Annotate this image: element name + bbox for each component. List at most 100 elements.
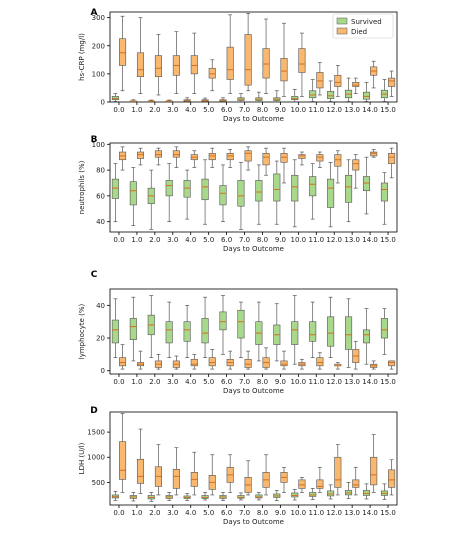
box-iqr (165, 321, 173, 344)
box-died (154, 354, 162, 370)
x-tick-label: 9.0 (275, 378, 286, 386)
plot-frame (109, 411, 398, 506)
box-iqr (136, 458, 145, 484)
x-tick-label: 4.0 (185, 106, 196, 114)
box-survived (201, 296, 209, 359)
box-iqr (237, 495, 245, 499)
box-survived (219, 492, 227, 501)
x-tick-label: 13.0 (344, 509, 360, 517)
panel-letter: D (90, 406, 97, 416)
x-tick-label: 10.0 (291, 236, 307, 244)
box-died (172, 355, 180, 370)
box-iqr (154, 150, 162, 158)
x-tick-label: 8.0 (257, 509, 268, 517)
x-tick-label: 3.0 (167, 378, 178, 386)
box-survived (237, 301, 245, 359)
box-died (119, 146, 127, 171)
box-survived (362, 81, 371, 102)
box-iqr (309, 90, 317, 99)
box-iqr (327, 490, 335, 497)
y-tick-label: 40 (96, 218, 105, 226)
box-survived (327, 296, 335, 359)
box-iqr (172, 150, 180, 158)
box-iqr (226, 153, 234, 161)
box-died (316, 151, 324, 168)
x-tick-label: 1.0 (131, 509, 142, 517)
legend-swatch-died (336, 27, 348, 35)
box-survived (111, 298, 119, 359)
x-tick-label: 10.0 (291, 509, 307, 517)
box-iqr (201, 495, 209, 499)
box-died (190, 32, 198, 94)
box-survived (273, 160, 281, 225)
box-died (190, 150, 198, 168)
panel-letter: C (91, 270, 98, 280)
box-died (388, 147, 396, 179)
box-iqr (362, 490, 371, 496)
y-axis-label: lymphocyte (%) (78, 304, 86, 360)
plot-frame (109, 11, 398, 103)
y-tick-label: 100 (92, 70, 105, 78)
box-survived (327, 161, 335, 228)
x-tick-label: 0.0 (113, 236, 124, 244)
box-iqr (244, 34, 252, 86)
box-survived (237, 492, 245, 501)
box-died (280, 147, 288, 184)
box-survived (147, 492, 155, 502)
box-died (154, 444, 162, 496)
box-died (280, 466, 288, 493)
box-died (262, 347, 270, 370)
box-died (334, 362, 342, 370)
x-tick-label: 5.0 (203, 378, 214, 386)
box-died (352, 340, 360, 370)
box-iqr (388, 153, 396, 164)
box-died (388, 360, 396, 370)
x-tick-label: 4.0 (185, 378, 196, 386)
box-iqr (316, 154, 324, 162)
x-tick-label: 5.0 (203, 106, 214, 114)
legend-swatch-survived (336, 17, 348, 25)
box-survived (309, 301, 317, 359)
box-died (280, 22, 288, 97)
box-iqr (380, 182, 388, 202)
box-survived (380, 79, 388, 102)
box-iqr (190, 55, 198, 75)
box-died (334, 444, 342, 496)
box-iqr (219, 311, 227, 331)
box-died (172, 447, 180, 496)
x-tick-label: 4.0 (185, 509, 196, 517)
legend: Survived Died (332, 13, 394, 39)
x-tick-label: 6.0 (221, 106, 232, 114)
y-tick-label: 0 (101, 99, 105, 107)
x-tick-label: 9.0 (275, 236, 286, 244)
legend-label-died: Died (351, 28, 367, 36)
x-tick-label: 7.0 (239, 509, 250, 517)
y-tick-label: 100 (92, 141, 105, 149)
x-tick-label: 0.0 (113, 106, 124, 114)
box-died (208, 349, 216, 370)
box-iqr (136, 151, 145, 159)
box-died (262, 18, 270, 94)
box-iqr (345, 174, 353, 203)
box-iqr (129, 181, 137, 206)
box-iqr (298, 154, 306, 159)
box-died (136, 147, 145, 166)
x-tick-label: 13.0 (344, 378, 360, 386)
box-iqr (255, 180, 263, 202)
box-iqr (280, 360, 288, 367)
box-survived (255, 301, 263, 362)
box-iqr (298, 479, 306, 489)
box-died (244, 460, 252, 496)
box-survived (201, 97, 209, 103)
box-died (316, 466, 324, 493)
box-survived (129, 99, 137, 103)
box-iqr (208, 67, 216, 79)
box-iqr (262, 48, 270, 79)
x-tick-label: 11.0 (308, 106, 324, 114)
box-died (334, 150, 342, 184)
x-tick-label: 1.0 (131, 378, 142, 386)
box-survived (345, 298, 353, 368)
box-died (370, 60, 378, 89)
box-died (226, 14, 234, 94)
